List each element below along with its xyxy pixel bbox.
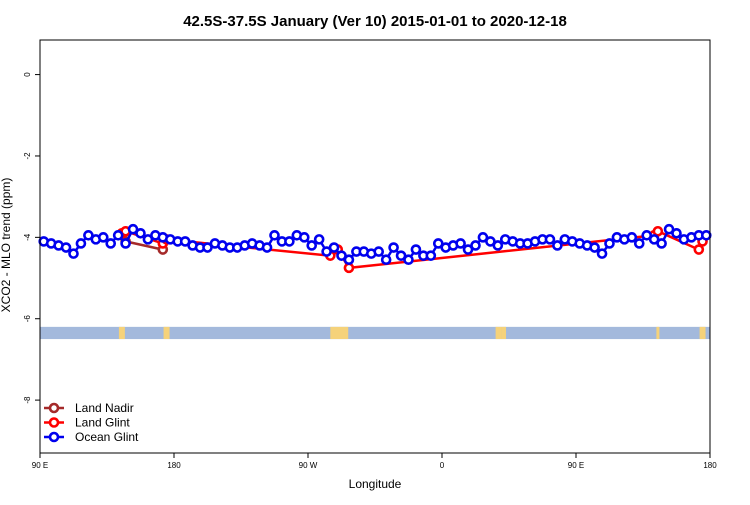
ocean-glint-point [432, 238, 444, 249]
ocean-glint-point [663, 223, 675, 235]
x-tick-label: 180 [167, 461, 181, 470]
plot-frame [39, 39, 711, 454]
land-band-segment [699, 326, 706, 340]
x-tick-label: 90 W [299, 461, 318, 470]
ocean-glint-point [179, 236, 191, 247]
x-axis: 90 E 180 90 W 0 90 E 180 [32, 453, 717, 470]
ocean-glint-point [470, 240, 481, 251]
ocean-glint-point [403, 254, 414, 266]
ocean-glint-point [135, 227, 146, 239]
land-band-segment [656, 326, 660, 340]
ocean-glint-point [83, 230, 94, 241]
ocean-glint-point [202, 242, 213, 253]
y-axis-label: XCO2 - MLO trend (ppm) [0, 178, 13, 313]
ocean-glint-point [633, 238, 645, 249]
ocean-glint-point [492, 240, 504, 251]
x-tick-label: 180 [703, 461, 717, 470]
y-tick-label: -4 [23, 233, 32, 241]
ocean-glint-point [425, 250, 437, 261]
ocean-glint-point [105, 238, 117, 249]
ocean-glint-point [388, 242, 399, 253]
ocean-glint-point [485, 236, 496, 247]
ocean-glint-point [120, 238, 131, 249]
ocean-glint-point [321, 246, 332, 257]
x-tick-label: 0 [440, 461, 445, 470]
land-band-segment [330, 326, 349, 340]
ocean-glint-point [589, 242, 600, 253]
ocean-glint-point [68, 248, 79, 259]
ocean-glint-point [395, 250, 407, 261]
ocean-glint-point [671, 227, 682, 239]
chart-title: 42.5S-37.5S January (Ver 10) 2015-01-01 … [183, 13, 567, 30]
y-axis: 0 -2 -4 -6 -8 [23, 72, 40, 404]
ocean-glint-point [336, 250, 347, 261]
legend-marker-land-nadir [48, 402, 60, 414]
ocean-glint-point [626, 232, 638, 243]
ocean-glint-point [298, 232, 310, 243]
ocean-glint-point [313, 234, 325, 245]
y-tick-label: 0 [23, 72, 32, 77]
ocean-glint-point [648, 234, 660, 245]
land-nadir-line [125, 240, 164, 251]
ocean-glint-point [410, 244, 422, 255]
legend-marker-land-glint [48, 417, 60, 428]
ocean-glint-point [544, 234, 556, 245]
ocean-glint-point [142, 234, 154, 245]
ocean-glint-point [455, 238, 466, 249]
ocean-glint-point [604, 238, 615, 249]
ocean-glint-point [112, 230, 124, 241]
ocean-glint-point [552, 240, 563, 251]
ocean-glint-point [97, 232, 109, 243]
ocean-glint-point [700, 230, 712, 241]
ocean-glint-point [380, 254, 392, 266]
legend-label-ocean-glint: Ocean Glint [75, 430, 139, 444]
land-band-segment [163, 326, 170, 340]
y-tick-label: -2 [23, 152, 32, 160]
legend-label-land-glint: Land Glint [75, 416, 130, 430]
x-axis-label: Longitude [349, 477, 402, 491]
land-glint-point [693, 244, 705, 255]
ocean-glint-point [127, 223, 139, 235]
ocean-glint-point [328, 242, 340, 253]
legend-marker-ocean-glint [48, 431, 60, 443]
ocean-glint-point [641, 230, 653, 241]
y-tick-label: -8 [23, 396, 32, 404]
land-band-segment [118, 326, 125, 340]
ocean-glint-point [306, 240, 318, 251]
ocean-glint-point [656, 238, 667, 249]
x-tick-label: 90 E [32, 461, 48, 470]
ocean-glint-point [75, 238, 87, 249]
land-band-segment [495, 326, 502, 340]
ocean-band [40, 326, 710, 340]
ocean-glint-point [462, 244, 474, 255]
land-glint-point [652, 225, 664, 237]
ocean-glint-point [373, 246, 385, 257]
ocean-glint-point [261, 242, 273, 253]
y-tick-label: -6 [23, 315, 32, 323]
ocean-glint-point [477, 232, 489, 243]
x-tick-label: 90 E [568, 461, 584, 470]
surface-band [40, 326, 710, 340]
ocean-glint-point [60, 242, 72, 253]
legend-label-land-nadir: Land Nadir [75, 401, 134, 415]
ocean-glint-point [269, 230, 280, 241]
series-group [38, 223, 712, 274]
ocean-glint-point [284, 236, 295, 247]
land-glint-point [343, 262, 355, 274]
land-band-segment [501, 326, 507, 340]
ocean-glint-point [596, 248, 608, 259]
ocean-glint-point [343, 254, 355, 266]
